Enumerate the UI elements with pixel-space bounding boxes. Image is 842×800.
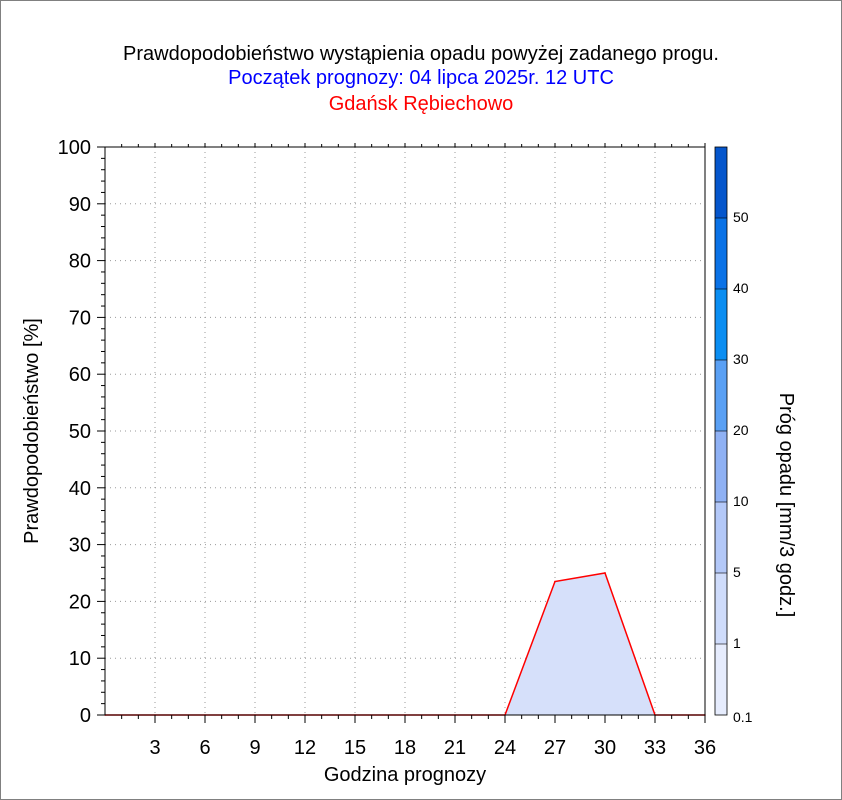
grid-lines [105,147,705,715]
x-tick-label: 3 [149,737,160,759]
colorbar-segment [715,147,727,218]
x-tick-label: 21 [444,737,466,759]
colorbar-tick-label: 30 [733,351,749,367]
colorbar-segment [715,644,727,715]
y-axis-label: Prawdopodobieństwo [%] [21,318,43,544]
data-point [604,572,606,574]
colorbar-tick-label: 0.1 [733,709,753,725]
colorbar-tick-label: 5 [733,564,741,580]
x-tick-label: 9 [249,737,260,759]
colorbar: 0.1 1 5 10 20 30 40 50 [714,146,753,725]
probability-area [105,573,705,715]
x-tick-label: 6 [199,737,210,759]
y-tick-label: 20 [69,591,91,613]
y-tick-label: 90 [69,194,91,216]
y-tick-label: 50 [69,421,91,443]
x-tick-label: 36 [694,737,716,759]
colorbar-tick-label: 20 [733,422,749,438]
chart-subtitle: Początek prognozy: 04 lipca 2025r. 12 UT… [228,67,614,89]
y-tick-label: 70 [69,307,91,329]
colorbar-segment [715,573,727,644]
colorbar-tick-label: 40 [733,280,749,296]
colorbar-tick-label: 50 [733,209,749,225]
x-tick-label: 18 [394,737,416,759]
data-layer [104,572,706,716]
y-tick-label: 60 [69,364,91,386]
station-name: Gdańsk Rębiechowo [328,93,514,115]
y-tick-label: 80 [69,251,91,273]
y-tick-label: 10 [69,648,91,670]
x-tick-label: 27 [544,737,566,759]
y-tick-label: 0 [80,705,91,727]
data-point [554,580,556,583]
y-tick-label: 100 [58,137,91,159]
colorbar-segment [715,218,727,289]
chart-title: Prawdopodobieństwo wystąpienia opadu pow… [123,43,719,65]
colorbar-segment [715,431,727,502]
x-tick-label: 15 [344,737,366,759]
y-tick-label: 40 [69,478,91,500]
colorbar-tick-label: 10 [733,493,749,509]
x-tick-label: 24 [494,737,516,759]
y-tick-label: 30 [69,535,91,557]
colorbar-segment [715,502,727,573]
colorbar-segment [715,360,727,431]
x-tick-label: 33 [644,737,666,759]
colorbar-label: Próg opadu [mm/3 godz.] [775,393,797,618]
colorbar-segment [715,289,727,360]
x-axis-label: Godzina prognozy [324,764,486,786]
x-tick-label: 12 [294,737,316,759]
colorbar-tick-label: 1 [733,635,741,651]
x-tick-label: 30 [594,737,616,759]
